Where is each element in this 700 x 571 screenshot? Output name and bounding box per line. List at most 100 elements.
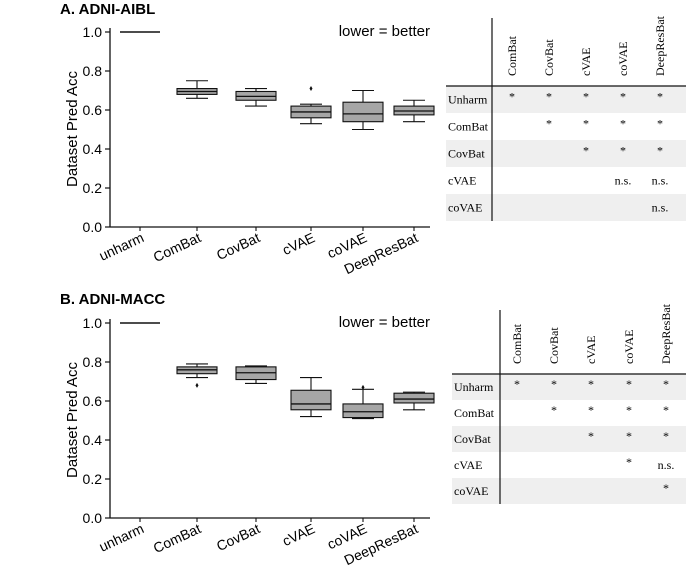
- not-significant-marker: n.s.: [615, 174, 632, 188]
- y-tick-label: 0.0: [83, 510, 103, 526]
- box-outlier: [361, 384, 365, 390]
- lower-better-note: lower = better: [339, 314, 430, 331]
- significant-marker: *: [663, 481, 669, 495]
- box-combat: [176, 80, 218, 99]
- significant-marker: *: [626, 455, 632, 469]
- panel-a: A. ADNI-AIBL Dataset Pred Acc 0.0 0.2 0.4 0.6…: [60, 1, 686, 277]
- significant-marker: *: [657, 117, 663, 131]
- significant-marker: *: [514, 377, 520, 391]
- box-deepresbat: [393, 391, 435, 411]
- table-row-label: ComBat: [448, 120, 489, 134]
- table-row-label: coVAE: [448, 201, 482, 215]
- significant-marker: *: [620, 90, 626, 104]
- x-tick-label: cVAE: [280, 229, 318, 258]
- y-tick-label: 0.2: [83, 471, 103, 487]
- significant-marker: *: [626, 403, 632, 417]
- box-body: [393, 392, 435, 404]
- significant-marker: *: [509, 90, 515, 104]
- table-column-header: DeepResBat: [659, 303, 673, 364]
- y-tick-label: 0.8: [83, 63, 103, 79]
- table-row-shade: [452, 374, 686, 400]
- box-body: [342, 403, 384, 419]
- y-axis-label: Dataset Pred Acc: [64, 71, 81, 187]
- x-tick-label: unharm: [96, 229, 146, 264]
- table-column-header: ComBat: [505, 35, 519, 76]
- significant-marker: *: [663, 377, 669, 391]
- x-tick-label: ComBat: [151, 520, 204, 556]
- panel-b: B. ADNI-MACC Dataset Pred Acc 0.0 0.2 0.4 0.6…: [60, 291, 686, 568]
- y-tick-label: 0.2: [83, 180, 103, 196]
- lower-better-note: lower = better: [339, 23, 430, 40]
- table-row-label: cVAE: [448, 174, 476, 188]
- table-row-shade: [452, 426, 686, 452]
- significant-marker: *: [657, 144, 663, 158]
- not-significant-marker: n.s.: [652, 174, 669, 188]
- table-row-label: Unharm: [448, 93, 488, 107]
- y-tick-label: 0.0: [83, 219, 103, 235]
- table-column-header: CovBat: [542, 39, 556, 76]
- table-column-header: ComBat: [510, 323, 524, 364]
- x-tick-label: cVAE: [280, 520, 318, 549]
- significant-marker: *: [657, 90, 663, 104]
- box-outlier: [309, 86, 313, 92]
- table-column-header: DeepResBat: [653, 15, 667, 76]
- significant-marker: *: [583, 90, 589, 104]
- y-axis-label: Dataset Pred Acc: [64, 362, 81, 478]
- box-covae: [342, 89, 384, 131]
- not-significant-marker: n.s.: [652, 201, 669, 215]
- table-row-shade: [446, 194, 686, 221]
- x-tick-label: unharm: [96, 520, 146, 555]
- box-cvae: [290, 377, 332, 418]
- significant-marker: *: [588, 403, 594, 417]
- table-row-label: coVAE: [454, 484, 488, 498]
- significant-marker: *: [551, 377, 557, 391]
- table-column-header: cVAE: [579, 48, 593, 76]
- table-column-header: coVAE: [622, 330, 636, 364]
- significant-marker: *: [663, 429, 669, 443]
- box-cvae: [290, 86, 332, 125]
- table-row-label: cVAE: [454, 458, 482, 472]
- significant-marker: *: [546, 117, 552, 131]
- box-covae: [342, 384, 384, 420]
- y-tick-label: 1.0: [83, 24, 103, 40]
- box-covbat: [235, 365, 277, 385]
- significant-marker: *: [551, 403, 557, 417]
- box-deepresbat: [393, 99, 435, 123]
- significant-marker: *: [588, 377, 594, 391]
- not-significant-marker: n.s.: [658, 458, 675, 472]
- panel-title: A. ADNI-AIBL: [60, 1, 155, 18]
- box-covbat: [235, 88, 277, 107]
- table-column-header: cVAE: [584, 336, 598, 364]
- x-tick-label: CovBat: [214, 520, 262, 554]
- significant-marker: *: [626, 429, 632, 443]
- significant-marker: *: [583, 117, 589, 131]
- significant-marker: *: [588, 429, 594, 443]
- y-tick-label: 1.0: [83, 315, 103, 331]
- table-row-label: CovBat: [448, 147, 485, 161]
- significant-marker: *: [583, 144, 589, 158]
- table-row-shade: [446, 140, 686, 167]
- table-row-label: Unharm: [454, 380, 494, 394]
- significance-table: ComBat CovBat cVAE coVAE DeepResBat Unharm * * *…: [452, 303, 686, 504]
- table-row-label: ComBat: [454, 406, 495, 420]
- table-column-header: coVAE: [616, 42, 630, 76]
- panel-title: B. ADNI-MACC: [60, 291, 165, 308]
- significant-marker: *: [546, 90, 552, 104]
- box-combat: [176, 363, 218, 388]
- significant-marker: *: [626, 377, 632, 391]
- y-tick-label: 0.4: [83, 432, 103, 448]
- x-tick-label: ComBat: [151, 229, 204, 265]
- table-row-label: CovBat: [454, 432, 491, 446]
- significant-marker: *: [620, 144, 626, 158]
- table-column-header: CovBat: [547, 327, 561, 364]
- box-body: [290, 389, 332, 411]
- y-tick-label: 0.8: [83, 354, 103, 370]
- x-tick-label: CovBat: [214, 229, 262, 263]
- box-outlier: [195, 382, 199, 388]
- table-row-shade: [446, 86, 686, 113]
- significant-marker: *: [663, 403, 669, 417]
- y-tick-label: 0.6: [83, 393, 103, 409]
- table-row-shade: [452, 478, 686, 504]
- y-tick-label: 0.4: [83, 141, 103, 157]
